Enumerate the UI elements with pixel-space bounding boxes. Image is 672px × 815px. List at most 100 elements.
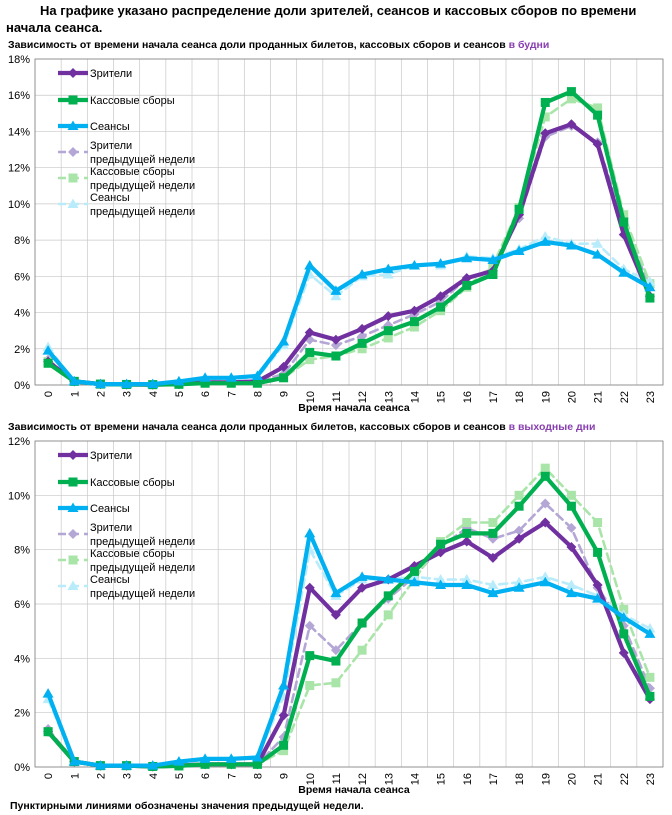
chart-1-plot-frame	[34, 58, 664, 386]
chart-1-sessions-point	[592, 249, 604, 259]
chart-2-box-office-point	[488, 528, 498, 538]
chart-2-sessions-point	[330, 587, 342, 598]
chart-1-box-office-prev-point	[357, 344, 367, 354]
chart-1-box-office-point	[514, 204, 524, 214]
chart-1-y-tick-label: 14%	[8, 126, 30, 138]
chart-1-sessions-point	[487, 254, 499, 265]
chart-2-sessions-point	[382, 574, 394, 584]
chart-2-viewers-point	[540, 517, 551, 528]
chart-2-sessions-prev-point	[513, 576, 525, 587]
chart-1-viewers-point	[592, 139, 603, 150]
chart-1-y-tick-label: 16%	[8, 90, 30, 102]
chart-2-sessions-point	[513, 582, 525, 592]
chart-2-legend-label-sessions-prev: Сеансы	[90, 574, 130, 586]
chart-1-legend-label-sessions-prev: Сеансы	[90, 192, 130, 204]
chart-1-x-tick-label: 13	[383, 391, 395, 403]
chart-2-box-office-prev-point	[279, 746, 289, 756]
chart-1-box-office-point	[645, 293, 655, 303]
chart-1-box-office-point	[619, 217, 629, 227]
chart-1-x-tick-label: 7	[226, 391, 238, 397]
chart-1-sessions-point	[461, 252, 473, 263]
chart-1-box-office-point	[357, 338, 367, 348]
chart-2-title-highlight: в выходные дни	[508, 421, 596, 433]
chart-1-x-tick-label: 15	[436, 391, 448, 403]
chart-1-box-office-prev-point	[593, 103, 603, 113]
weekend-chart: 0%2%4%6%8%10%12%0 1 2 3 4 5 6 7 8 9 10 11 12 13 14 15 16…	[8, 436, 664, 796]
chart-1-legend: Зрители Кассовые сборы Сеансы Зрители предыд…	[58, 68, 195, 218]
chart-1-sessions-point	[94, 378, 106, 389]
chart-2-viewers-prev-point	[330, 645, 341, 656]
chart-2-x-tick-label: 2	[95, 773, 107, 779]
chart-1-sessions-point	[435, 258, 447, 268]
chart-2-box-office-prev-point	[593, 518, 603, 527]
chart-2-x-tick-label: 20	[566, 773, 578, 785]
chart-1-sessions-line	[45, 239, 653, 387]
chart-2-box-office-point	[514, 501, 524, 511]
chart-1-sessions-point	[618, 267, 630, 277]
chart-2-box-office-point	[252, 759, 262, 769]
chart-2-x-tick-label: 18	[514, 773, 526, 785]
chart-1-box-office-point	[409, 317, 419, 327]
chart-2-legend-marker-sessions-prev	[67, 580, 79, 590]
chart-2-legend-label-box-office: Кассовые сборы	[90, 477, 175, 489]
chart-1-box-office-prev-point	[566, 94, 576, 104]
chart-2-sessions-prev-point	[565, 579, 577, 589]
chart-1-sessions-point	[68, 375, 80, 386]
chart-1-title-text: Зависимость от времени начала сеанса дол…	[8, 39, 506, 51]
chart-2-y-tick-label: 6%	[14, 599, 30, 611]
chart-1-x-tick-label: 0	[43, 391, 55, 397]
chart-1-legend-marker-sessions-prev	[67, 198, 79, 208]
chart-1-box-office-point	[488, 270, 498, 280]
chart-2-x-tick-label: 13	[383, 773, 395, 785]
chart-1-sessions-point	[539, 236, 551, 246]
chart-1-sessions-point	[225, 372, 237, 382]
chart-2-viewers-point	[357, 582, 368, 593]
chart-2-x-tick-label: 6	[200, 773, 212, 779]
chart-1-x-tick-label: 11	[331, 391, 343, 402]
chart-2-sessions-point	[487, 587, 499, 598]
chart-2-legend: Зрители Кассовые сборы Сеансы Зрители предыд…	[58, 450, 195, 600]
chart-2-series-sessions	[42, 527, 656, 770]
chart-2-viewers-point	[435, 547, 446, 558]
chart-2-viewers-point	[304, 582, 315, 593]
chart-1-box-office-point	[226, 378, 236, 388]
chart-2-sessions-point	[199, 753, 211, 763]
chart-1-sessions-point	[251, 370, 263, 380]
chart-1-legend-marker-box-office-prev	[68, 173, 78, 183]
chart-1-sessions-point	[147, 378, 159, 389]
chart-2-x-tick-label: 23	[645, 773, 657, 785]
chart-1-sessions-point	[199, 372, 211, 382]
chart-1-x-tick-label: 12	[357, 391, 369, 403]
chart-2-x-tick-label: 11	[331, 773, 343, 784]
chart-2-viewers-point	[514, 533, 525, 544]
chart-2-box-office-point	[593, 547, 603, 557]
chart-1-sessions-point	[42, 345, 54, 355]
chart-1-legend-marker-viewers-prev	[68, 147, 78, 157]
chart-1-legend-marker-viewers	[68, 68, 78, 78]
chart-1-x-tick-label: 17	[488, 391, 500, 403]
chart-2-legend-label-sessions: Сеансы	[90, 503, 130, 515]
chart-2-sessions-point	[356, 571, 368, 581]
chart-1-box-office-point	[593, 110, 603, 120]
chart-2-legend-marker-box-office	[68, 477, 78, 487]
chart-1-x-tick-label: 1	[69, 391, 81, 397]
chart-2-title: Зависимость от времени начала сеанса дол…	[8, 421, 595, 433]
chart-2-viewers-point	[487, 552, 498, 563]
chart-2-y-tick-label: 8%	[14, 545, 30, 557]
chart-2-x-tick-label: 9	[279, 773, 291, 779]
chart-2-y-tick-label: 12%	[8, 436, 30, 448]
chart-1-box-office-point	[252, 378, 262, 388]
chart-2-box-office-prev-point	[305, 681, 315, 690]
chart-2-box-office-prev-point	[540, 463, 550, 473]
chart-1-title: Зависимость от времени начала сеанса дол…	[8, 39, 549, 51]
chart-1-box-office-prev-point	[305, 355, 315, 365]
chart-1-sessions-point	[382, 263, 394, 274]
chart-1-y-tick-label: 12%	[8, 163, 30, 175]
chart-2-box-office-point	[619, 629, 629, 639]
chart-2-viewers-point	[278, 710, 289, 721]
chart-2-box-office-prev-point	[488, 518, 498, 527]
chart-2-legend-sublabel-box-office-prev: предыдущей недели	[90, 562, 195, 574]
chart-1-box-office-point	[200, 378, 210, 388]
chart-1-viewers-point	[357, 323, 368, 334]
chart-1-sessions-point	[173, 375, 185, 386]
